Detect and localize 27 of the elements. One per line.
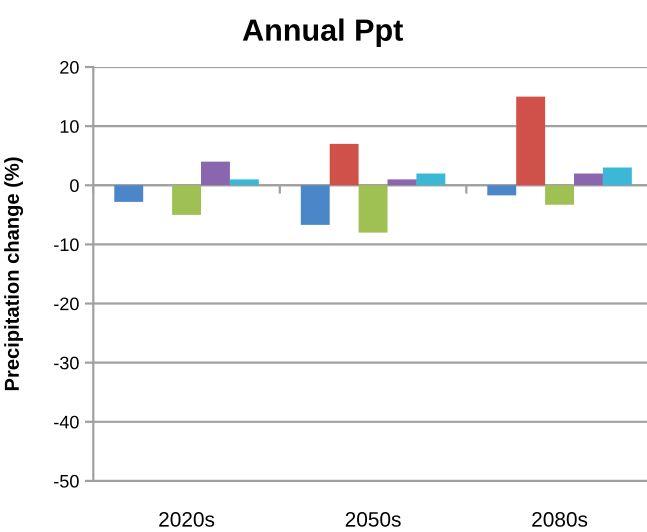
bar: [358, 185, 388, 233]
bar: [114, 185, 144, 202]
y-tick-label: -10: [54, 238, 79, 252]
bar: [330, 144, 359, 186]
y-tick-label: 10: [60, 120, 79, 133]
bar: [172, 185, 202, 215]
bar: [201, 162, 230, 186]
x-tick-label: 2020s: [159, 512, 214, 527]
bar: [300, 185, 330, 225]
bar: [545, 185, 574, 205]
x-tick-label: 2080s: [532, 512, 588, 527]
y-tick-label: -40: [54, 416, 79, 429]
y-tick-label: -20: [54, 297, 79, 310]
y-axis-title: Precipitation change (%): [4, 157, 24, 390]
y-tick-label: 0: [70, 179, 79, 192]
bar: [574, 173, 603, 186]
y-tick-label: -50: [54, 474, 79, 488]
x-tick-label: 2050s: [346, 512, 401, 527]
bar: [602, 168, 632, 186]
bar: [230, 179, 259, 186]
bar: [388, 179, 416, 186]
bar: [516, 96, 546, 186]
bar: [487, 185, 516, 196]
y-tick-label: -30: [54, 356, 79, 370]
bar: [416, 173, 446, 186]
chart-title: Annual Ppt: [242, 18, 403, 47]
y-tick-label: 20: [60, 60, 79, 74]
